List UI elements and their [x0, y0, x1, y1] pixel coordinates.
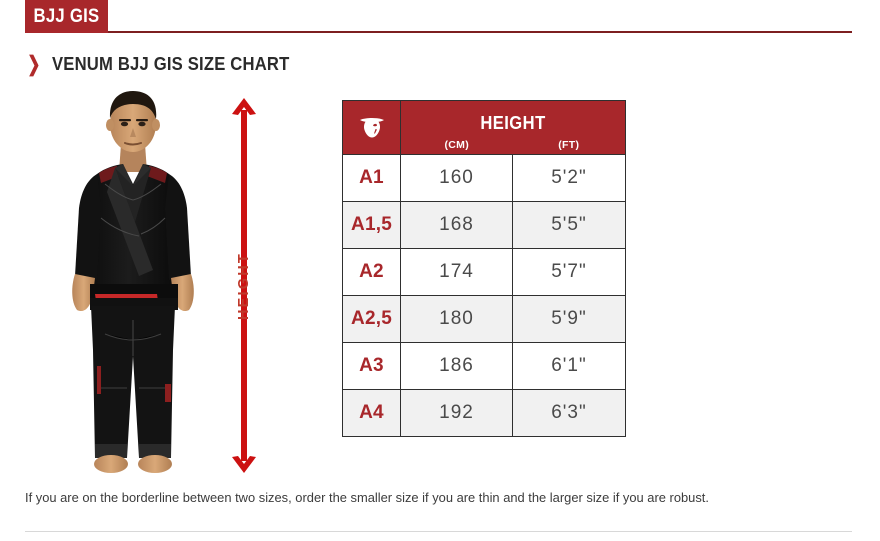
- header-tab-label: BJJ GIS: [33, 5, 100, 27]
- page-title: VENUM BJJ GIS SIZE CHART: [51, 53, 290, 74]
- product-photo-bjj-gi: [35, 88, 231, 476]
- table-row: A2,5 180 5'9": [342, 295, 626, 343]
- unit-ft-label: (FT): [558, 138, 580, 151]
- cell-size: A2,5: [342, 295, 401, 343]
- header-tab-bjj-gis[interactable]: BJJ GIS: [25, 0, 108, 33]
- cell-height-ft: 5'2": [512, 154, 626, 202]
- cell-height-cm: 192: [400, 389, 513, 437]
- height-header-cell: HEIGHT (CM) (FT): [400, 100, 626, 155]
- venum-snake-logo-icon: [359, 117, 384, 137]
- cell-size: A4: [342, 389, 401, 437]
- height-header-label: HEIGHT: [480, 112, 546, 133]
- table-row: A4 192 6'3": [342, 389, 626, 437]
- cell-height-ft: 5'5": [512, 201, 626, 249]
- table-row: A1,5 168 5'5": [342, 201, 626, 249]
- cell-size: A3: [342, 342, 401, 390]
- footer-divider-rule: [25, 531, 852, 532]
- cell-height-ft: 6'3": [512, 389, 626, 437]
- table-body: A1 160 5'2" A1,5 168 5'5" A2 174 5'7" A2,5 180 5'9"…: [342, 154, 626, 437]
- sizing-note: If you are on the borderline between two…: [25, 490, 709, 505]
- brand-logo-cell: [342, 100, 401, 155]
- cell-size: A1: [342, 154, 401, 202]
- cell-height-cm: 168: [400, 201, 513, 249]
- cell-size: A1,5: [342, 201, 401, 249]
- height-measure-indicator: HEIGHT: [228, 98, 260, 473]
- table-row: A3 186 6'1": [342, 342, 626, 390]
- section-title-row: ❯ VENUM BJJ GIS SIZE CHART: [25, 53, 315, 75]
- cell-height-ft: 5'7": [512, 248, 626, 296]
- height-axis-label: HEIGHT: [236, 251, 252, 320]
- cell-height-cm: 160: [400, 154, 513, 202]
- unit-cm-label: (CM): [444, 138, 470, 151]
- size-chart-table: HEIGHT (CM) (FT) A1 160 5'2" A1,5 168 5'5" A2 1…: [342, 100, 626, 437]
- cell-height-ft: 5'9": [512, 295, 626, 343]
- table-row: A2 174 5'7": [342, 248, 626, 296]
- header-divider-rule: [25, 31, 852, 33]
- cell-height-cm: 186: [400, 342, 513, 390]
- cell-height-ft: 6'1": [512, 342, 626, 390]
- table-head: HEIGHT (CM) (FT): [342, 100, 626, 155]
- double-headed-vertical-arrow-icon: [232, 98, 256, 473]
- table-row: A1 160 5'2": [342, 154, 626, 202]
- cell-size: A2: [342, 248, 401, 296]
- page-header: BJJ GIS: [0, 0, 880, 33]
- cell-height-cm: 174: [400, 248, 513, 296]
- chevron-right-icon: ❯: [27, 52, 41, 76]
- cell-height-cm: 180: [400, 295, 513, 343]
- height-unit-row: (CM) (FT): [401, 139, 625, 151]
- table-header-row: HEIGHT (CM) (FT): [342, 100, 626, 155]
